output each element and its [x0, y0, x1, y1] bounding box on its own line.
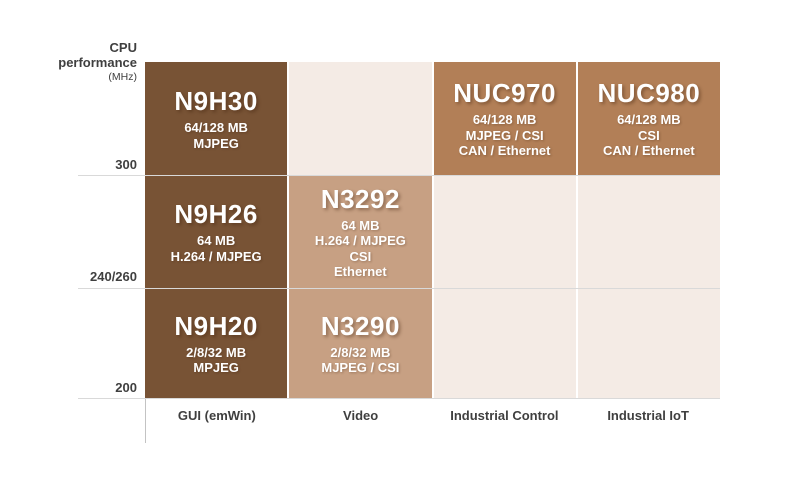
chip-name: N9H30 [174, 86, 258, 116]
chip-detail: MJPEG / CSI [465, 127, 544, 143]
x-label-industrial-control: Industrial Control [450, 408, 559, 423]
matrix-cell-empty [433, 175, 576, 288]
y-axis-title-line: CPU [109, 40, 137, 55]
chip-detail: CSI [638, 127, 660, 143]
matrix-cell-n9h26: N9H26 64 MB H.264 / MJPEG [145, 175, 288, 288]
matrix-cell-empty [433, 288, 576, 398]
chip-detail: MPJEG [193, 360, 239, 375]
chip-name: NUC970 [453, 78, 556, 109]
chip-detail: H.264 / MJPEG [170, 248, 262, 264]
matrix-cell-n3292: N3292 64 MB H.264 / MJPEG CSI Ethernet [289, 175, 432, 288]
chip-detail: 64/128 MB [617, 112, 681, 128]
chip-detail: 64 MB [341, 217, 380, 233]
chip-detail: CSI [349, 248, 372, 264]
x-label-video: Video [343, 408, 379, 423]
y-tick-300: 300 [115, 157, 137, 172]
y-axis-title: CPU performance (MHz) [0, 40, 137, 84]
x-label-gui: GUI (emWin) [177, 408, 256, 423]
matrix-cell-empty [289, 62, 432, 175]
y-tick-240-260: 240/260 [90, 269, 137, 284]
chip-detail: 2/8/32 MB [186, 344, 247, 360]
x-axis-labels: GUI (emWin) Video Industrial Control Ind… [145, 408, 720, 423]
y-tick-200: 200 [115, 380, 137, 395]
y-axis-line [145, 399, 146, 443]
matrix-cell-nuc980: NUC980 64/128 MB CSI CAN / Ethernet [577, 62, 720, 175]
chip-name: N3292 [320, 183, 400, 214]
matrix-cell-n9h30: N9H30 64/128 MB MJPEG [145, 62, 288, 175]
chip-name: N3290 [320, 310, 400, 341]
chip-detail: 64 MB [196, 233, 236, 248]
matrix-cell-n9h20: N9H20 2/8/32 MB MPJEG [145, 288, 288, 398]
y-axis-unit: (MHz) [108, 71, 137, 83]
matrix-cell-empty [577, 175, 720, 288]
y-axis-title-line: performance [58, 55, 137, 70]
matrix-cell-n3290: N3290 2/8/32 MB MJPEG / CSI [289, 288, 432, 398]
matrix-cell-nuc970: NUC970 64/128 MB MJPEG / CSI CAN / Ether… [433, 62, 576, 175]
chip-detail: H.264 / MJPEG [314, 233, 406, 248]
chip-name: N9H20 [174, 310, 258, 341]
gridline-300 [78, 174, 720, 176]
chip-name: NUC980 [597, 78, 701, 109]
gridline-200 [78, 397, 720, 399]
chip-name: N9H26 [174, 199, 258, 229]
chip-detail: MJPEG [193, 135, 239, 151]
product-matrix-grid: N9H30 64/128 MB MJPEG NUC970 64/128 MB M… [145, 62, 720, 398]
chip-detail: 64/128 MB [472, 112, 537, 128]
chip-detail: MJPEG / CSI [321, 360, 400, 375]
chip-detail: CAN / Ethernet [458, 143, 551, 159]
chip-detail: 64/128 MB [184, 120, 248, 135]
chip-detail: CAN / Ethernet [603, 143, 695, 159]
matrix-cell-empty [577, 288, 720, 398]
chip-detail: 2/8/32 MB [330, 344, 391, 360]
chip-detail: Ethernet [334, 264, 387, 279]
x-label-industrial-iot: Industrial IoT [607, 408, 689, 423]
gridline-240-260 [78, 287, 720, 289]
